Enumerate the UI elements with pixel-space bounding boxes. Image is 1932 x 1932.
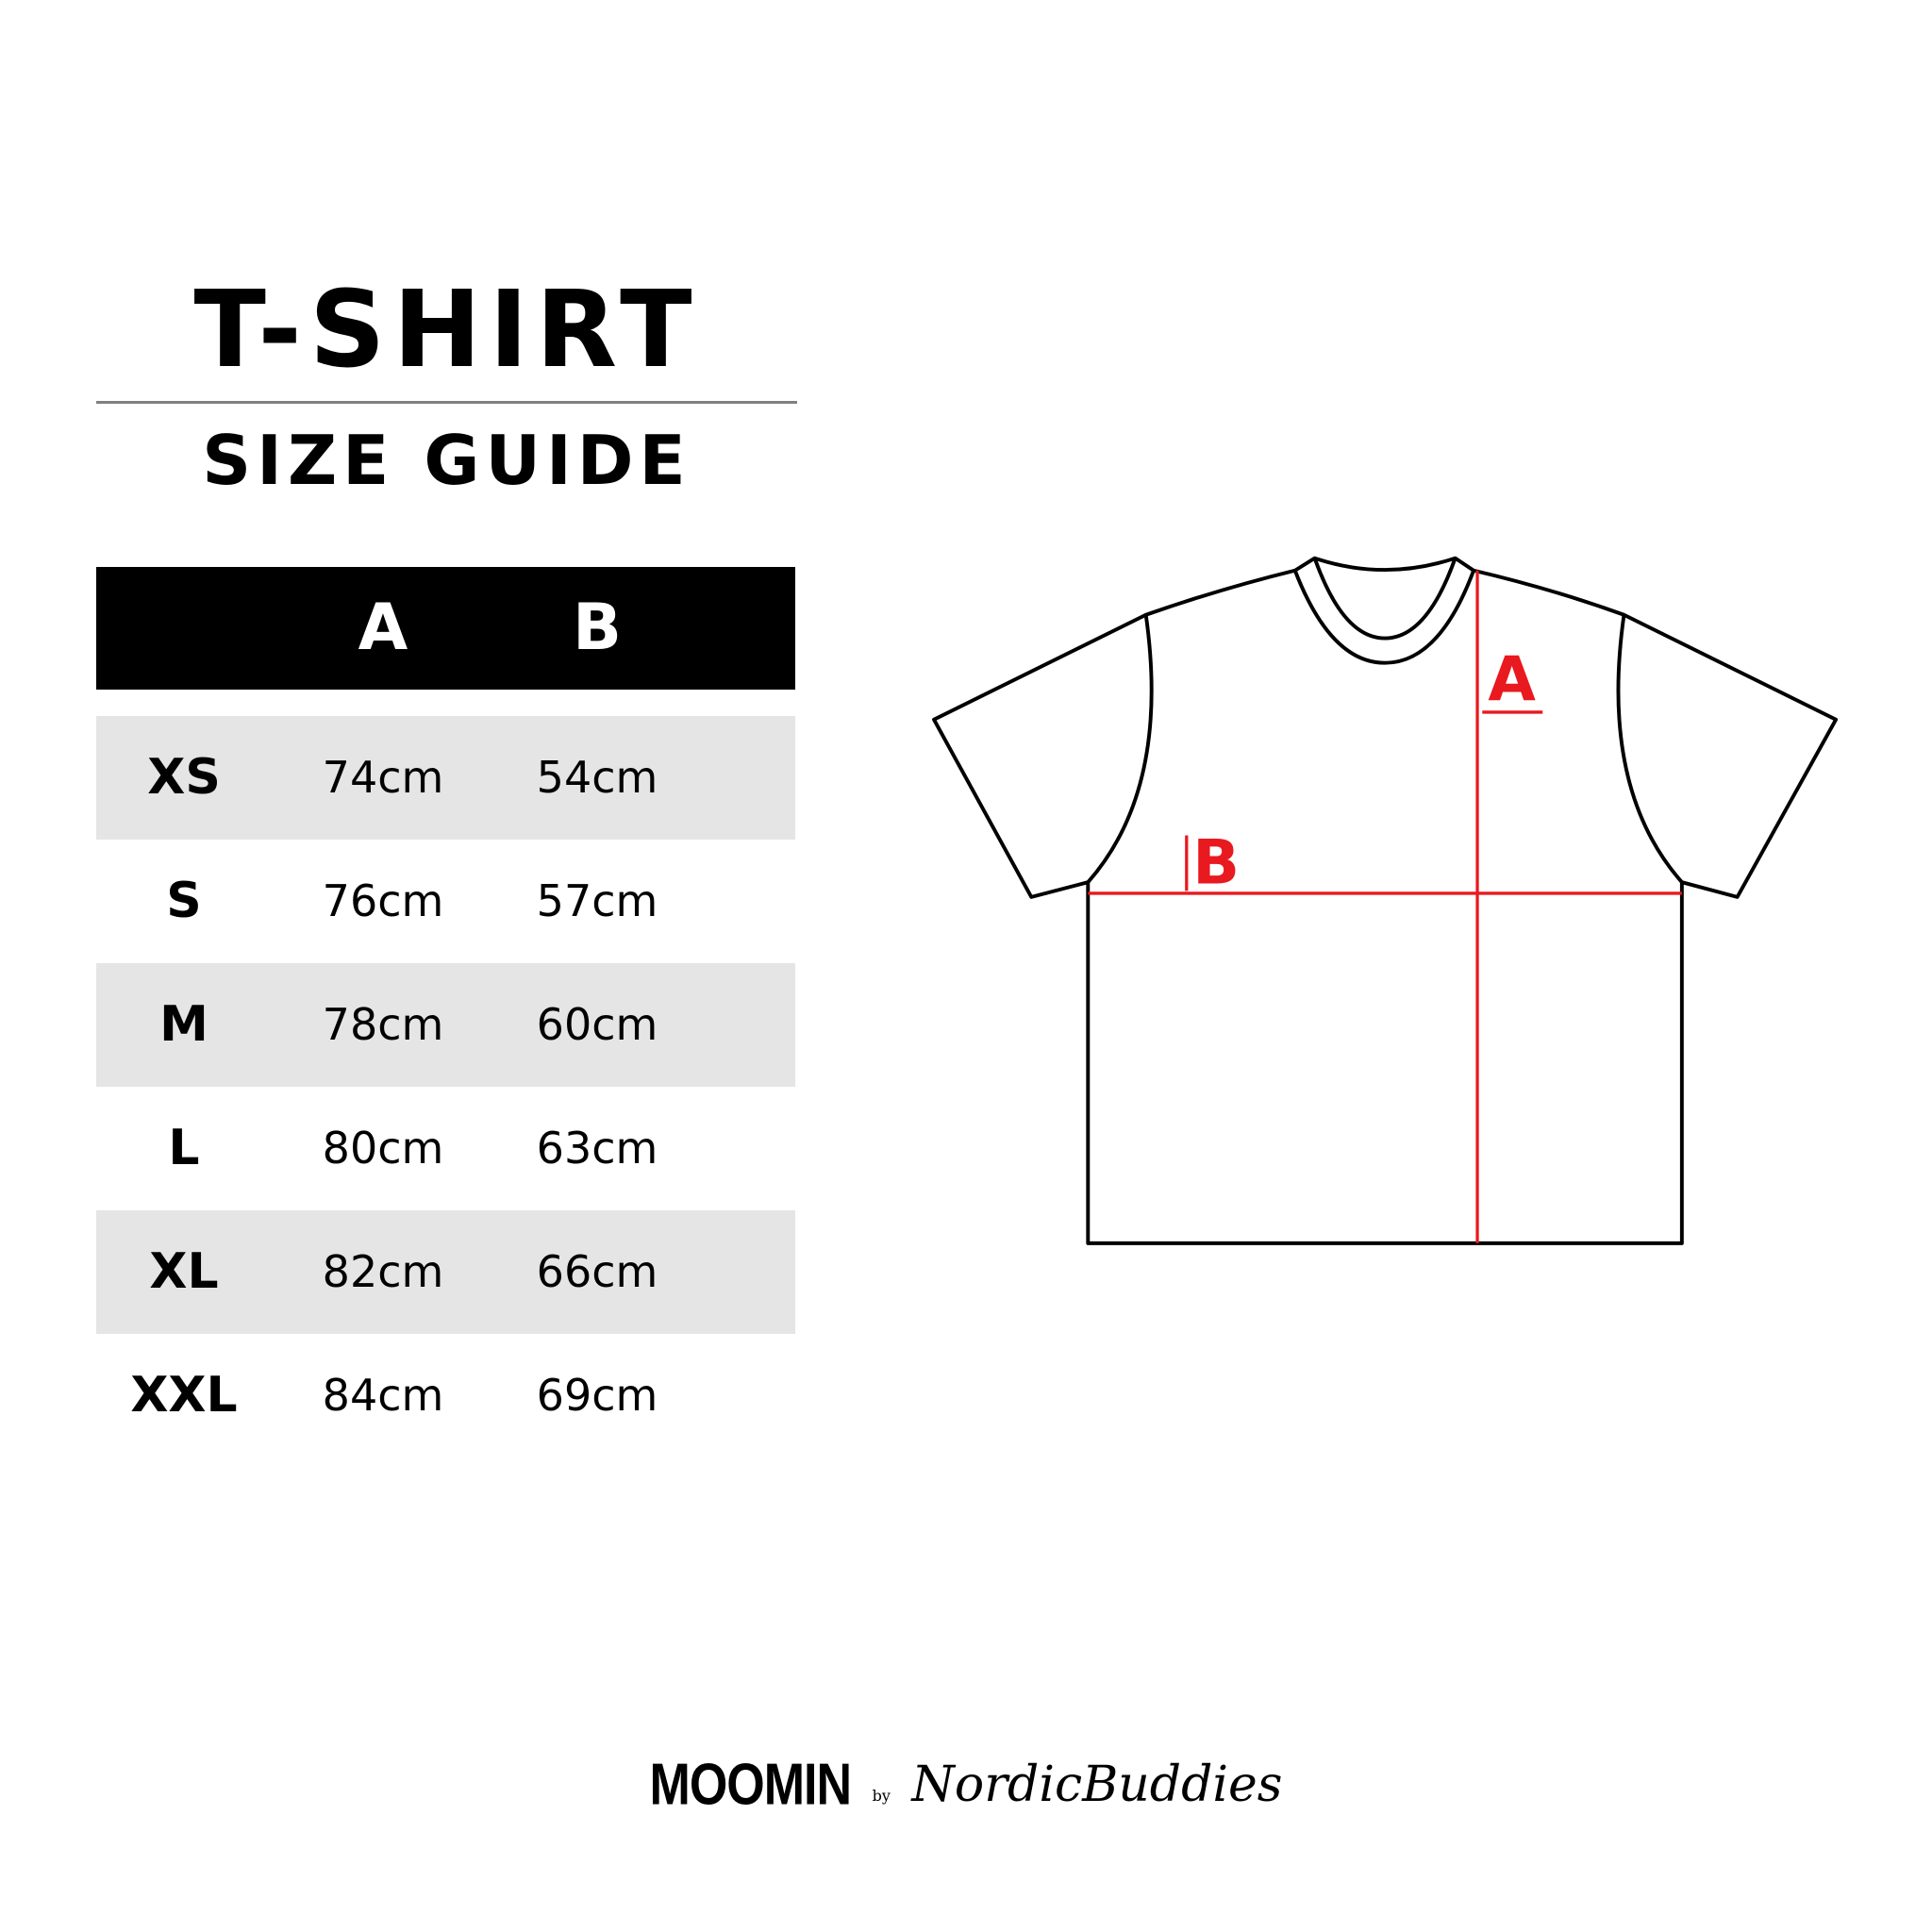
size-label: S <box>166 873 202 929</box>
size-table: A B XS 74cm 54cm S 76cm 57cm M 78cm 60cm L 80cm 63c… <box>96 567 795 1457</box>
page-title: T-SHIRT <box>193 269 700 391</box>
measure-b: 57cm <box>536 875 658 926</box>
collar-outer <box>1292 570 1475 665</box>
logo-moomin: MOOMIN <box>649 1752 853 1818</box>
logo-by: by <box>872 1787 891 1805</box>
size-label: XL <box>149 1243 219 1300</box>
size-label: L <box>168 1120 200 1176</box>
logo-nordicbuddies: NordicBuddies <box>911 1757 1283 1813</box>
right-sleeve-seam <box>1616 614 1684 884</box>
measure-a: 82cm <box>322 1246 444 1297</box>
size-label: XXL <box>130 1367 238 1424</box>
size-label: M <box>159 996 208 1053</box>
table-row: M 78cm 60cm <box>96 963 795 1087</box>
label-a: A <box>1488 643 1536 715</box>
measure-a: 74cm <box>322 752 444 803</box>
measure-b: 69cm <box>536 1370 658 1421</box>
left-sleeve-seam <box>1086 614 1154 884</box>
header-b: B <box>573 591 622 665</box>
measure-a: 78cm <box>322 999 444 1050</box>
measure-b: 60cm <box>536 999 658 1050</box>
page-subtitle: SIZE GUIDE <box>202 421 691 500</box>
collar-inner <box>1312 558 1457 641</box>
measure-a: 84cm <box>322 1370 444 1421</box>
table-row: XS 74cm 54cm <box>96 716 795 840</box>
size-label: XS <box>147 749 221 806</box>
measure-a: 80cm <box>322 1123 444 1174</box>
measure-b: 54cm <box>536 752 658 803</box>
measure-b: 63cm <box>536 1123 658 1174</box>
header-a: A <box>358 591 408 665</box>
table-header: A B <box>96 567 795 690</box>
table-row: XL 82cm 66cm <box>96 1210 795 1334</box>
brand-logo: MOOMIN by NordicBuddies <box>0 1752 1932 1818</box>
table-row: S 76cm 57cm <box>96 840 795 963</box>
table-row: L 80cm 63cm <box>96 1087 795 1210</box>
divider <box>96 401 797 404</box>
measure-b: 66cm <box>536 1246 658 1297</box>
label-b: B <box>1192 826 1240 898</box>
tshirt-outline <box>932 556 1839 1245</box>
measure-a: 76cm <box>322 875 444 926</box>
table-row: XXL 84cm 69cm <box>96 1334 795 1457</box>
